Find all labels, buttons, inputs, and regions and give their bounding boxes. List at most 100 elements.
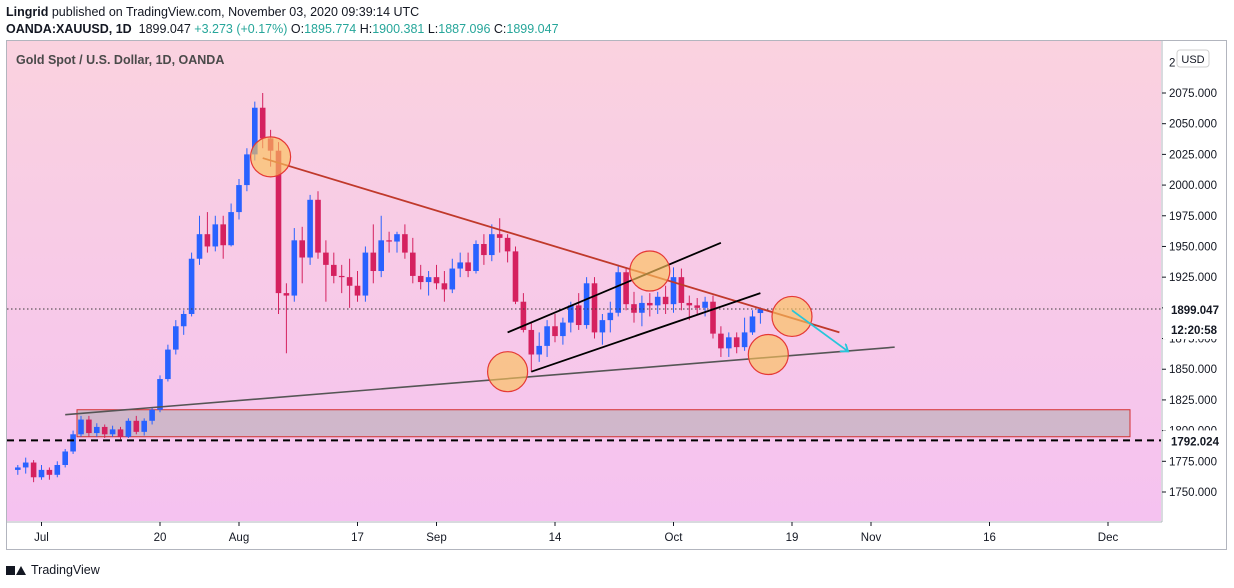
candle-body (702, 301, 708, 308)
channel-upper-line[interactable] (507, 241, 722, 334)
candle-body (441, 283, 448, 290)
candle-body (125, 420, 132, 437)
candle-body (433, 277, 440, 284)
candle-body (331, 264, 337, 276)
candle-body (496, 234, 503, 238)
candle-body (568, 305, 574, 323)
candle-body (141, 420, 147, 432)
candle-body (299, 240, 305, 258)
candle-body (22, 462, 29, 468)
candle-body (544, 326, 550, 346)
candle-body (631, 304, 637, 313)
y-tick-label: 1950.000 (1169, 241, 1217, 253)
candle-body (101, 426, 108, 435)
candle-body (354, 285, 361, 296)
candle-body (749, 316, 756, 333)
candle-body (686, 302, 693, 306)
candle-body (402, 234, 408, 253)
ohlc-legend: OANDA:XAUUSD, 1D 1899.047 +3.273 (+0.17%… (6, 22, 559, 36)
candle-body (109, 429, 116, 435)
support-price-label: 1792.024 (1171, 436, 1220, 448)
chart-title: Gold Spot / U.S. Dollar, 1D, OANDA (16, 53, 224, 67)
candle-body (62, 451, 68, 465)
support-zone (76, 409, 1131, 438)
time-axis[interactable] (7, 522, 1162, 549)
candle-body (536, 345, 542, 355)
resistance-trendline[interactable] (262, 157, 840, 334)
x-tick-label: 16 (983, 532, 996, 544)
candle-body (575, 305, 582, 326)
candle-body (220, 224, 226, 246)
candle-body (623, 272, 629, 305)
x-tick-label: Aug (229, 532, 249, 544)
candle-body (291, 240, 298, 296)
candle-body (615, 272, 621, 313)
candle-body (678, 277, 685, 303)
candle-body (165, 349, 171, 380)
candle-body (591, 283, 598, 333)
candle-body (694, 305, 700, 308)
candle-body (315, 199, 321, 253)
currency-badge-box[interactable] (1176, 49, 1210, 68)
candle-body (528, 329, 535, 355)
symbol-label: OANDA:XAUUSD, 1D (6, 22, 132, 36)
candle-body (54, 464, 61, 475)
publish-info: Lingrid published on TradingView.com, No… (6, 5, 419, 19)
low-value: 1887.096 (438, 22, 491, 36)
candle-body (94, 426, 100, 434)
y-tick-label: 2025.000 (1169, 149, 1217, 161)
candle-body (560, 322, 566, 337)
open-value: 1895.774 (304, 22, 357, 36)
author-name: Lingrid (6, 5, 49, 19)
y-tick-label: 2050.000 (1169, 119, 1217, 131)
y-tick-label: 1750.000 (1169, 487, 1217, 499)
high-value: 1900.381 (372, 22, 425, 36)
y-tick-label: 1775.000 (1169, 456, 1217, 468)
channel-lower-line[interactable] (531, 292, 761, 373)
candle-body (425, 277, 432, 283)
candle-body (70, 434, 76, 452)
y-tick-label: 1975.000 (1169, 211, 1217, 223)
candle-body (473, 244, 479, 272)
x-tick-label: Dec (1098, 532, 1119, 544)
candle-body (394, 234, 400, 242)
candle-body (552, 326, 558, 337)
candle-body (670, 277, 677, 305)
candle-body (346, 277, 353, 286)
candle-body (133, 420, 140, 432)
publish-text: published on TradingView.com, November 0… (51, 5, 420, 19)
candle-body (654, 296, 661, 306)
candle-body (15, 467, 21, 470)
candle-body (583, 283, 590, 326)
footer-brand[interactable]: TradingView (6, 563, 100, 577)
countdown-label: 12:20:58 (1171, 325, 1218, 337)
candle-body (726, 337, 732, 349)
candle-body (86, 419, 92, 434)
x-tick-label: 20 (154, 532, 167, 544)
candle-body (710, 301, 716, 334)
candle-body (117, 429, 124, 437)
projection-arrow[interactable] (791, 309, 847, 351)
x-tick-label: Jul (34, 532, 49, 544)
candle-body (457, 262, 463, 269)
y-tick-label: 2000.000 (1169, 180, 1217, 192)
x-tick-label: 14 (549, 532, 562, 544)
highlight-circle (629, 250, 671, 292)
price-axis[interactable] (1162, 41, 1226, 549)
candle-body (647, 302, 653, 306)
candle-body (607, 312, 614, 321)
y-tick-label: 1825.000 (1169, 395, 1217, 407)
candle-body (244, 154, 250, 186)
candle-body (417, 275, 424, 283)
currency-badge[interactable]: USD (1181, 54, 1204, 66)
candle-body (504, 237, 511, 252)
plot-background (7, 41, 1161, 521)
support-price-label-box (1163, 430, 1225, 451)
highlight-circle (250, 136, 292, 178)
price-change: +3.273 (+0.17%) (194, 22, 288, 36)
candle-body (228, 212, 234, 246)
last-price: 1899.047 (138, 22, 191, 36)
open-label: O: (290, 22, 305, 36)
candle-body (149, 409, 155, 421)
